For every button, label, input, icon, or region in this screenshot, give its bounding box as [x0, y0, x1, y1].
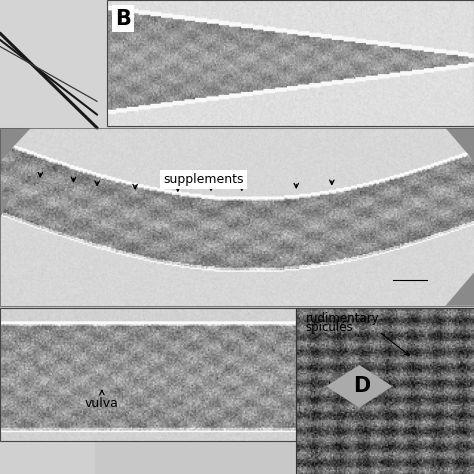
Polygon shape: [326, 365, 392, 408]
Text: supplements: supplements: [164, 173, 244, 186]
Bar: [0, 128, 474, 306]
Text: rudimentary: rudimentary: [306, 312, 379, 325]
Bar: [296, 308, 474, 474]
Polygon shape: [0, 128, 31, 161]
Bar: [107, 0, 474, 126]
Text: vulva: vulva: [85, 397, 119, 410]
Text: D: D: [353, 376, 370, 396]
Polygon shape: [446, 273, 474, 306]
Text: spicules: spicules: [306, 321, 353, 334]
Bar: [0, 308, 296, 441]
Bar: [0, 0, 107, 128]
Bar: [0, 441, 95, 474]
Bar: [296, 308, 474, 474]
Polygon shape: [0, 199, 9, 218]
Polygon shape: [446, 128, 474, 161]
Text: B: B: [115, 9, 131, 28]
Bar: [0, 128, 474, 306]
Bar: [107, 0, 474, 126]
Bar: [0, 308, 296, 441]
